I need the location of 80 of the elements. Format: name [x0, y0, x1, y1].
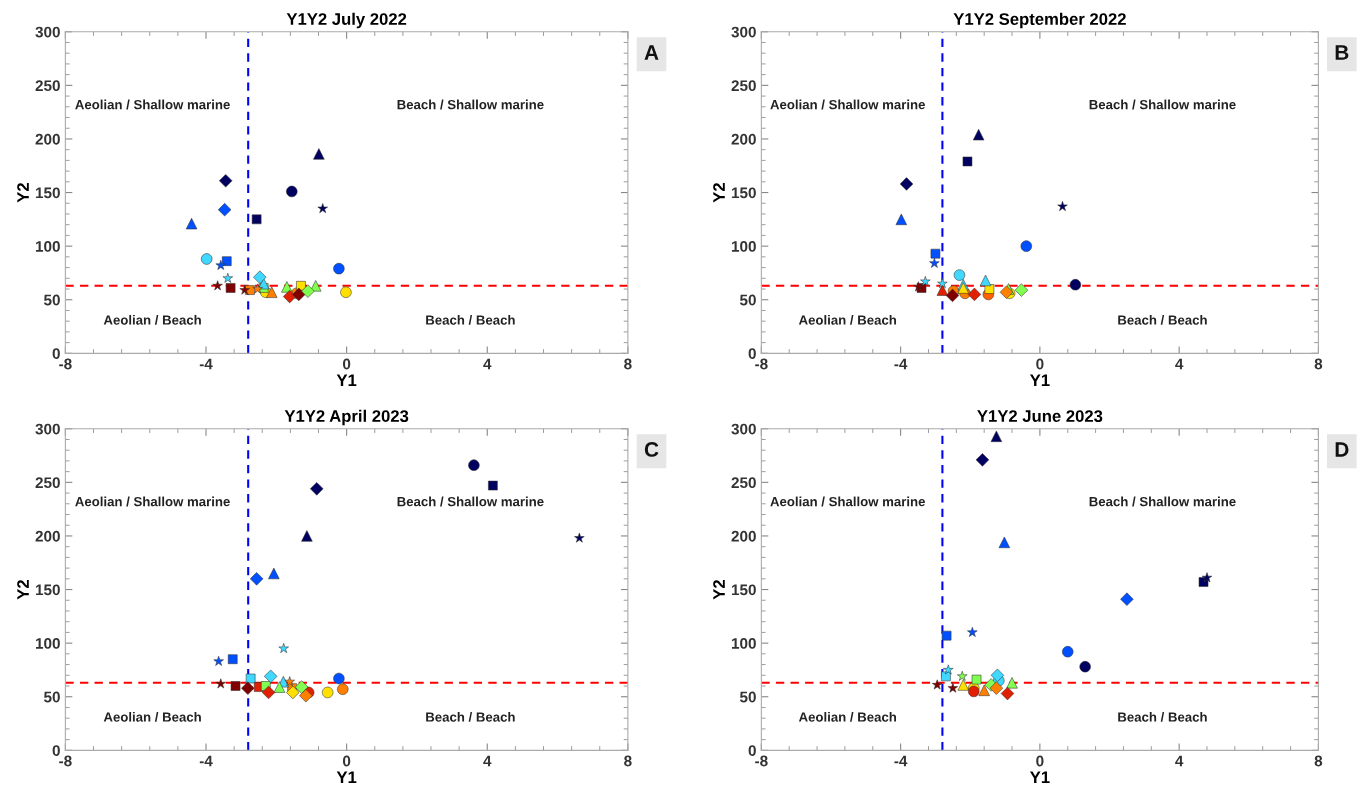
y-tick-label: 200 [731, 530, 756, 542]
x-tick-label: 8 [624, 755, 632, 767]
y-tick-label: 150 [35, 187, 60, 199]
annotation: Beach / Beach [1118, 315, 1207, 325]
y-tick-label: 300 [731, 26, 756, 38]
y-axis-title: Y2 [713, 580, 725, 600]
y-tick-label: 150 [731, 584, 756, 596]
y-tick-label: 0 [52, 348, 60, 360]
y-tick-label: 150 [35, 584, 60, 596]
y-tick-label: 250 [35, 477, 60, 489]
x-tick-label: 0 [1036, 358, 1044, 370]
y-tick-label: 0 [52, 745, 60, 757]
chart-title: Y1Y2 July 2022 [286, 12, 407, 29]
x-tick-label: -8 [59, 755, 72, 767]
y-tick-label: 100 [35, 638, 60, 649]
chart-title: Y1Y2 April 2023 [284, 409, 409, 426]
x-tick-label: -4 [894, 755, 908, 767]
text: D [1335, 442, 1349, 457]
text: B [1335, 45, 1349, 60]
y-tick-label: 200 [731, 133, 756, 145]
y-tick-label: 250 [35, 80, 60, 92]
annotation: Beach / Shallow marine [1089, 99, 1236, 110]
x-tick-label: 4 [483, 755, 492, 767]
x-tick-label: -4 [199, 358, 213, 370]
y-tick-label: 150 [731, 187, 756, 199]
x-axis-title: Y1 [1029, 771, 1050, 783]
y-tick-label: 50 [43, 691, 60, 703]
y-tick-label: 200 [35, 530, 60, 542]
x-tick-label: 8 [1314, 358, 1323, 370]
x-axis-title: Y1 [1029, 374, 1050, 386]
y-axis-title: Y2 [17, 183, 29, 203]
y-tick-label: 300 [731, 423, 756, 435]
annotation: Beach / Shallow marine [397, 496, 544, 507]
annotation: Aeolian / Shallow marine [770, 496, 925, 507]
y-tick-label: 100 [731, 638, 756, 649]
x-tick-label: -4 [199, 755, 213, 767]
annotation: Beach / Beach [426, 315, 515, 325]
x-tick-label: 8 [624, 358, 632, 370]
x-tick-label: 0 [342, 755, 351, 767]
y-tick-label: 0 [748, 745, 756, 757]
x-tick-label: -8 [59, 358, 72, 370]
y-tick-label: 300 [35, 26, 60, 38]
y-tick-label: 250 [731, 477, 756, 489]
y-axis-title: Y2 [17, 580, 29, 600]
y-tick-label: 250 [731, 80, 756, 92]
annotation: Beach / Beach [426, 712, 515, 722]
y-tick-label: 50 [43, 294, 60, 306]
chart-title: Y1Y2 June 2023 [977, 410, 1103, 422]
chart-title: Y1Y2 September 2022 [953, 12, 1126, 29]
y-tick-label: 50 [739, 691, 756, 703]
annotation: Aeolian / Shallow marine [75, 99, 230, 110]
y-tick-label: 200 [35, 133, 60, 145]
x-axis-title: Y1 [336, 771, 357, 783]
annotation: Aeolian / Beach [103, 315, 201, 325]
x-tick-label: -8 [755, 755, 768, 767]
x-tick-label: 0 [1036, 755, 1044, 767]
y-tick-label: 0 [748, 348, 756, 360]
annotation: Beach / Shallow marine [397, 99, 544, 110]
y-tick-label: 100 [35, 241, 60, 252]
annotation: Aeolian / Beach [103, 712, 201, 722]
text: A [644, 45, 659, 60]
y-axis-title: Y2 [713, 183, 725, 203]
text: C [644, 442, 659, 457]
x-tick-label: 4 [483, 358, 492, 370]
annotation: Beach / Beach [1118, 712, 1207, 722]
y-tick-label: 300 [35, 423, 60, 435]
annotation: Beach / Shallow marine [1089, 496, 1236, 507]
x-axis-title: Y1 [336, 374, 357, 386]
y-tick-label: 50 [739, 294, 756, 306]
annotation: Aeolian / Shallow marine [75, 496, 230, 507]
x-tick-label: 8 [1314, 755, 1323, 767]
x-tick-label: -8 [755, 358, 768, 370]
y-tick-label: 100 [731, 241, 756, 252]
x-tick-label: -4 [894, 358, 908, 370]
annotation: Aeolian / Shallow marine [770, 99, 925, 110]
x-tick-label: 0 [342, 358, 351, 370]
annotation: Aeolian / Beach [798, 315, 897, 325]
annotation: Aeolian / Beach [798, 712, 897, 722]
x-tick-label: 4 [1175, 358, 1184, 370]
x-tick-label: 4 [1175, 755, 1184, 767]
